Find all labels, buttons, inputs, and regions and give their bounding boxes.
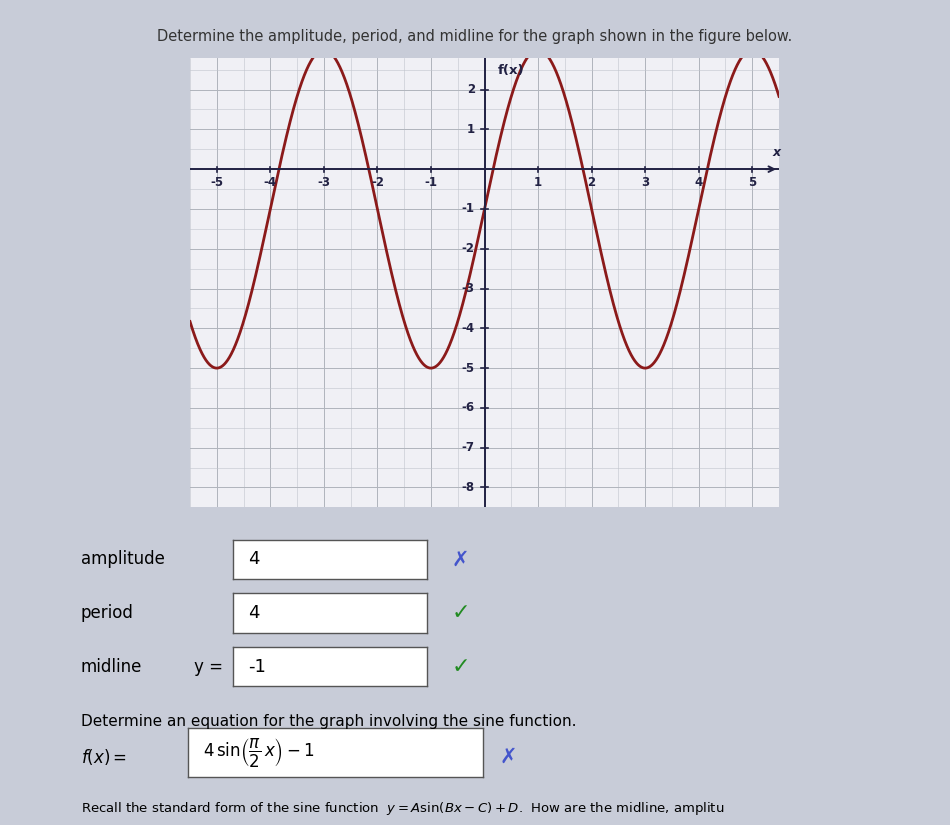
Text: 2: 2 [466,83,475,96]
Text: -6: -6 [462,402,475,414]
Text: 5: 5 [748,177,756,189]
Text: -4: -4 [462,322,475,335]
Text: 4: 4 [694,177,703,189]
Text: 3: 3 [641,177,649,189]
Text: ✗: ✗ [451,549,468,569]
Text: ✓: ✓ [451,603,470,623]
Text: Determine an equation for the graph involving the sine function.: Determine an equation for the graph invo… [81,714,577,729]
Text: -4: -4 [264,177,276,189]
Text: -2: -2 [370,177,384,189]
Text: 1: 1 [466,123,475,136]
Text: ✗: ✗ [500,747,517,766]
Text: f(x): f(x) [498,64,524,77]
Text: Determine the amplitude, period, and midline for the graph shown in the figure b: Determine the amplitude, period, and mid… [158,29,792,44]
Text: -3: -3 [317,177,331,189]
Text: amplitude: amplitude [81,550,164,568]
Text: ✓: ✓ [451,657,470,676]
Text: period: period [81,604,134,622]
Text: -1: -1 [248,658,266,676]
Text: 4: 4 [248,550,260,568]
Text: 1: 1 [534,177,542,189]
Text: $f(x) =$: $f(x) =$ [81,747,126,766]
Text: -3: -3 [462,282,475,295]
Text: -1: -1 [462,202,475,215]
Text: -5: -5 [210,177,223,189]
Text: 2: 2 [587,177,596,189]
Text: y =: y = [194,658,228,676]
Text: -1: -1 [425,177,437,189]
Text: midline: midline [81,658,142,676]
Text: 4: 4 [248,604,260,622]
Text: x: x [772,146,780,159]
Text: -2: -2 [462,243,475,255]
Text: $4\,\sin\!\left(\dfrac{\pi}{2}\,x\right) - 1$: $4\,\sin\!\left(\dfrac{\pi}{2}\,x\right)… [203,736,314,769]
Text: -8: -8 [462,481,475,494]
Text: Recall the standard form of the sine function  $y = A\sin(Bx - C) + D$.  How are: Recall the standard form of the sine fun… [81,800,724,817]
Text: -7: -7 [462,441,475,455]
Text: -5: -5 [462,361,475,375]
